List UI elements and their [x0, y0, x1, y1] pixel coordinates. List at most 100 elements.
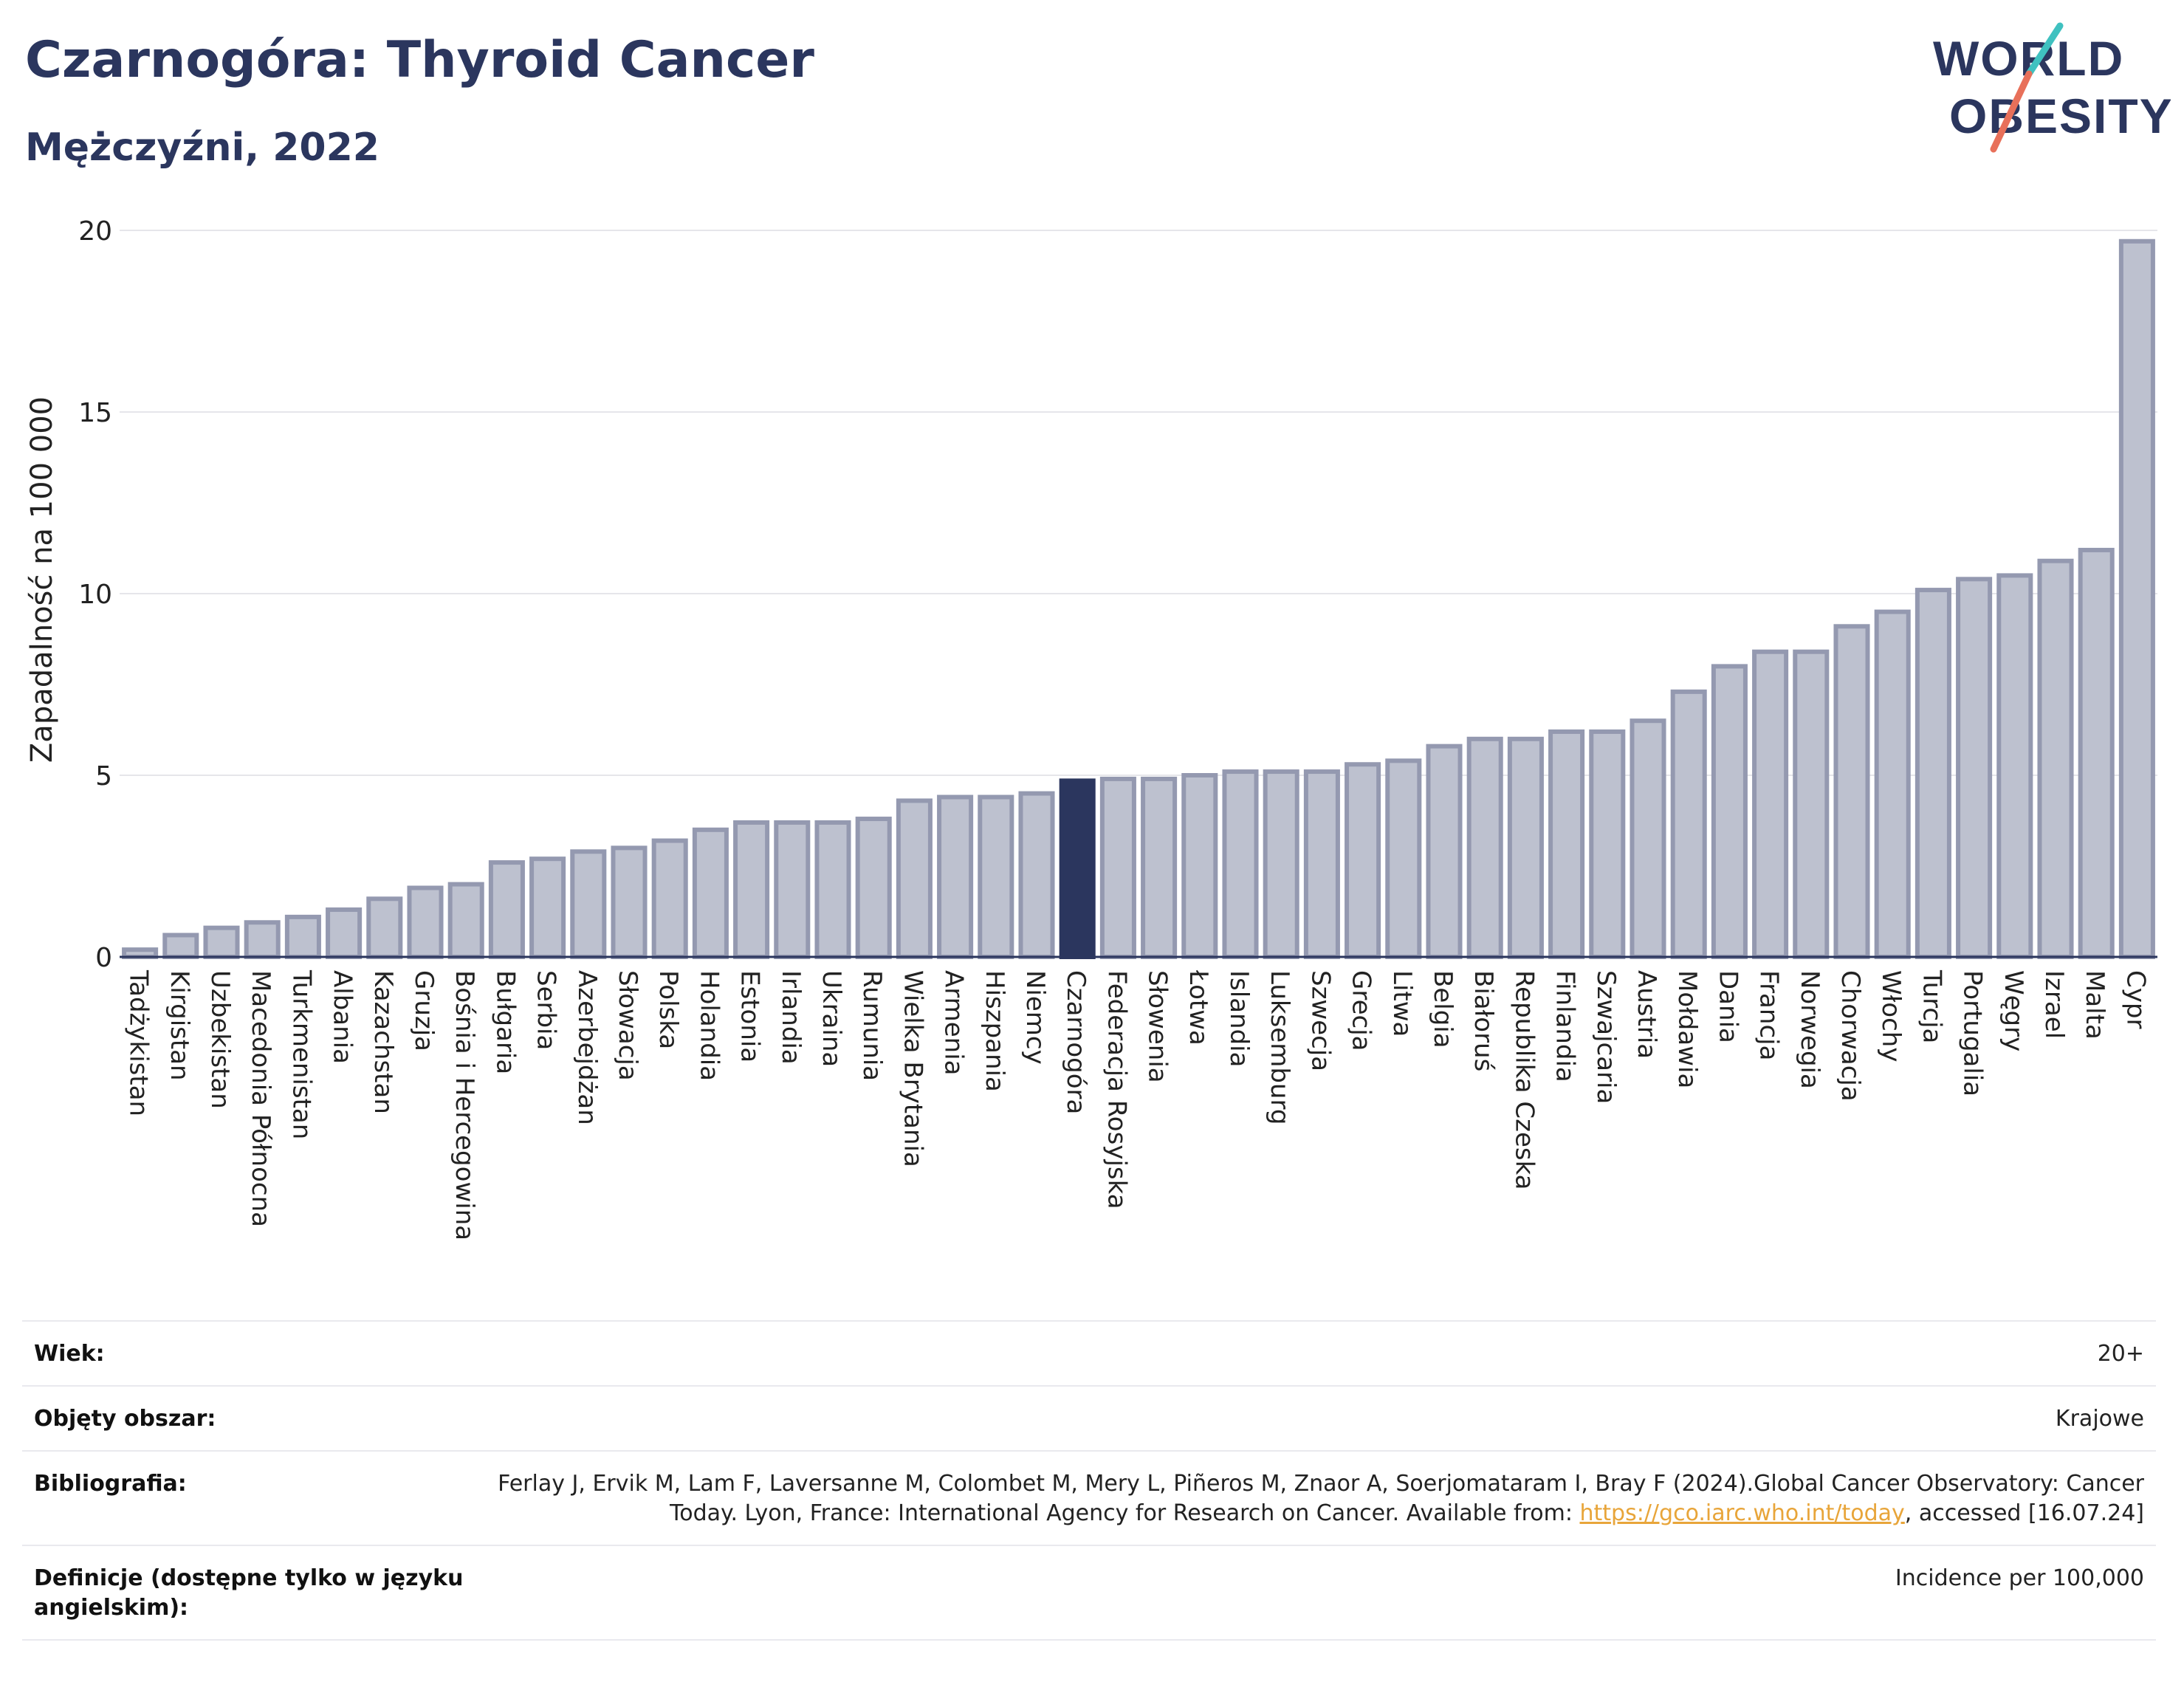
bibliography-text: Ferlay J, Ervik M, Lam F, Laversanne M, … [498, 1471, 2144, 1526]
source-link[interactable]: https://gco.iarc.who.int/today [1579, 1500, 1905, 1526]
x-tick-label: Uzbekistan [205, 970, 235, 1109]
bar[interactable] [1345, 762, 1381, 959]
bar[interactable] [1915, 588, 1951, 960]
bar[interactable] [244, 920, 281, 960]
bar[interactable] [1099, 776, 1136, 960]
bar[interactable] [1303, 769, 1340, 959]
x-tick-label: Ukraina [817, 970, 846, 1067]
bar[interactable] [692, 827, 729, 960]
x-tick-label: Czarnogóra [1061, 970, 1091, 1114]
x-tick-label: Federacja Rosyjska [1102, 970, 1131, 1209]
bibliography-label: Bibliografia: [34, 1471, 187, 1497]
info-row-definitions: Definicje (dostępne tylko w języku angie… [22, 1545, 2156, 1641]
bar[interactable] [1711, 664, 1748, 960]
bar[interactable] [978, 794, 1014, 960]
x-tick-label: Azerbejdżan [572, 970, 602, 1125]
x-tick-label: Dania [1713, 970, 1742, 1043]
bar[interactable] [284, 914, 321, 960]
x-tick-label: Litwa [1387, 970, 1417, 1037]
bar[interactable] [2078, 547, 2115, 959]
bar[interactable] [855, 817, 892, 960]
bar[interactable] [1874, 609, 1911, 959]
bar[interactable] [1996, 573, 2033, 959]
bar[interactable] [2118, 238, 2155, 959]
bar[interactable] [447, 882, 484, 959]
bar[interactable] [651, 838, 688, 960]
x-tick-label: Mołdawia [1672, 970, 1702, 1088]
definitions-label: Definicje (dostępne tylko w języku angie… [34, 1565, 464, 1621]
bar[interactable] [774, 820, 811, 959]
info-row-area: Objęty obszar: Krajowe [22, 1385, 2156, 1450]
bar[interactable] [1181, 773, 1218, 959]
x-tick-label: Armenia [939, 970, 969, 1076]
x-tick-label: Słowenia [1143, 970, 1172, 1083]
bar[interactable] [1752, 649, 1789, 959]
bar[interactable] [203, 925, 240, 960]
x-tick-label: Szwecja [1305, 970, 1335, 1071]
age-label: Wiek: [34, 1341, 105, 1367]
x-tick-label: Austria [1632, 970, 1661, 1059]
x-tick-label: Słowacja [613, 970, 642, 1081]
chart-subtitle: Mężczyźni, 2022 [25, 126, 380, 170]
bar[interactable] [1956, 577, 1993, 959]
x-tick-label: Estonia [735, 970, 765, 1062]
bar-highlighted[interactable] [1059, 778, 1096, 959]
bar[interactable] [1222, 769, 1259, 959]
x-tick-label: Republika Czeska [1509, 970, 1539, 1190]
bar[interactable] [1426, 744, 1463, 959]
x-tick-label: Francja [1754, 970, 1784, 1060]
bar[interactable] [1018, 791, 1055, 959]
bar[interactable] [1548, 729, 1585, 960]
bibliography-tail: , accessed [16.07.24] [1904, 1500, 2144, 1526]
x-tick-label: Niemcy [1020, 970, 1050, 1065]
bar[interactable] [1466, 736, 1503, 959]
bar[interactable] [570, 849, 607, 959]
bar[interactable] [529, 856, 566, 960]
bar[interactable] [937, 794, 974, 960]
bar[interactable] [162, 933, 199, 959]
x-tick-label: Cypr [2121, 970, 2150, 1029]
bar[interactable] [1589, 729, 1626, 960]
x-tick-label: Hiszpania [980, 970, 1009, 1092]
x-tick-label: Bułgaria [490, 970, 520, 1074]
x-tick-label: Wielka Brytania [898, 970, 927, 1167]
bar[interactable] [488, 860, 525, 959]
bar[interactable] [1385, 758, 1422, 959]
bar[interactable] [1507, 736, 1544, 959]
area-label: Objęty obszar: [34, 1406, 216, 1432]
x-tick-label: Albania [328, 970, 357, 1064]
x-tick-label: Kazachstan [368, 970, 398, 1114]
x-tick-label: Finlandia [1551, 970, 1580, 1082]
bar[interactable] [1263, 769, 1299, 959]
area-value: Krajowe [2055, 1406, 2144, 1432]
x-tick-label: Rumunia [857, 970, 887, 1081]
logo-line2: OBESITY [1949, 89, 2171, 143]
bar[interactable] [1793, 649, 1830, 959]
x-tick-label: Macedonia Północna [246, 970, 275, 1227]
x-tick-label: Norwegia [1795, 970, 1824, 1089]
bar[interactable] [896, 798, 933, 959]
x-tick-label: Malta [2080, 970, 2109, 1040]
bar[interactable] [1630, 718, 1666, 959]
bar[interactable] [1833, 624, 1870, 960]
bar[interactable] [1141, 776, 1178, 960]
info-row-age: Wiek: 20+ [22, 1320, 2156, 1385]
x-tick-label: Turcja [1917, 969, 1946, 1043]
bar[interactable] [611, 845, 648, 960]
bar[interactable] [2037, 558, 2074, 959]
bar[interactable] [366, 896, 403, 960]
definitions-value: Incidence per 100,000 [1895, 1565, 2144, 1591]
x-tick-label: Kirgistan [165, 970, 194, 1081]
x-tick-label: Białoruś [1469, 970, 1498, 1071]
x-tick-label: Tadżykistan [124, 969, 154, 1116]
x-tick-label: Luksemburg [1265, 970, 1294, 1125]
x-tick-label: Węgry [1999, 970, 2028, 1051]
bar[interactable] [1670, 689, 1707, 960]
bar[interactable] [733, 820, 770, 959]
bar[interactable] [814, 820, 851, 959]
bar[interactable] [326, 907, 363, 960]
bar[interactable] [407, 885, 444, 960]
x-tick-label: Serbia [532, 970, 561, 1050]
x-tick-label: Polska [653, 970, 683, 1049]
info-table: Wiek: 20+ Objęty obszar: Krajowe Bibliog… [22, 1320, 2156, 1641]
